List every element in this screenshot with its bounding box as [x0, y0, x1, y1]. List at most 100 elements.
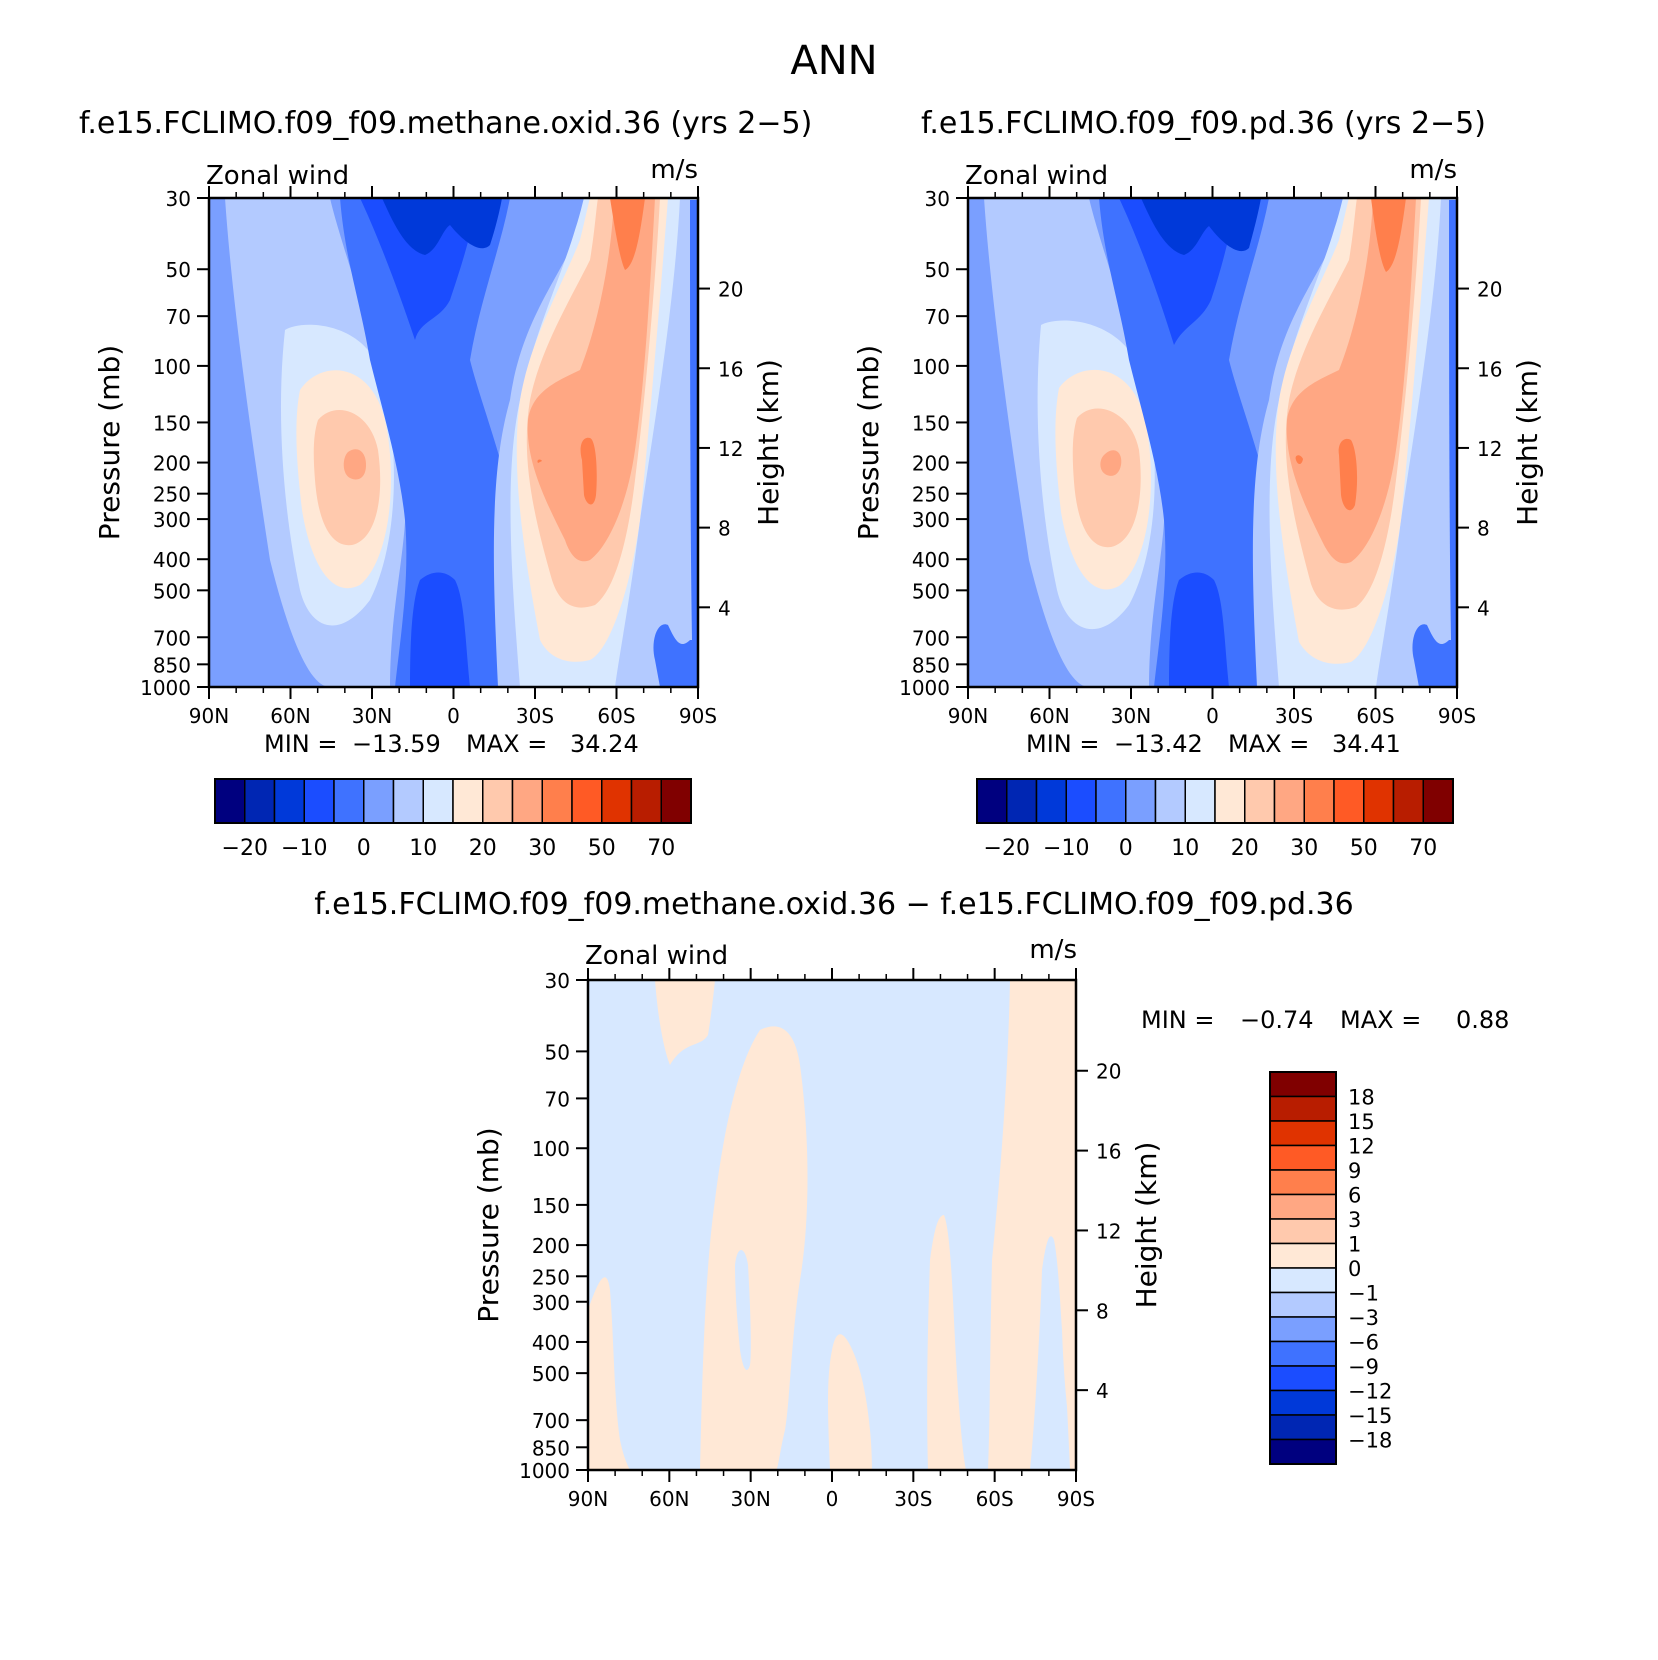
colorbar-label: −1	[1348, 1282, 1379, 1306]
colorbar-label: −6	[1348, 1331, 1379, 1355]
pressure-tick-label: 250	[532, 1265, 570, 1289]
panel-pd: f.e15.FCLIMO.f09_f09.pd.36 (yrs 2−5) Zon…	[852, 106, 1544, 728]
colorbar-swatch	[1269, 1242, 1337, 1269]
height-tick-label: 20	[718, 278, 743, 302]
contour-fill-b-sp-blue	[1412, 624, 1457, 687]
colorbar-swatch	[1333, 778, 1365, 824]
pressure-tick-label: 150	[532, 1194, 570, 1218]
colorbar-label: 6	[1348, 1184, 1361, 1208]
panel-methane-max-value: 34.24	[570, 730, 639, 758]
contour-fill-a-40-jet	[610, 198, 645, 270]
panel-methane-units: m/s	[650, 155, 698, 185]
lat-tick-label: 30N	[730, 1487, 770, 1511]
contour-fill-b-neg10-top	[1141, 198, 1261, 255]
lat-tick-label: 60S	[976, 1487, 1014, 1511]
contour-fill-c-pos-eq	[828, 1334, 872, 1470]
pressure-tick-label: 1000	[140, 676, 191, 700]
panel-diff-variable: Zonal wind	[585, 941, 728, 971]
colorbar-swatch	[1269, 1340, 1337, 1367]
colorbar-label: 0	[1348, 1257, 1361, 1281]
colorbar-swatch	[333, 778, 365, 824]
colorbar-swatch	[214, 778, 246, 824]
pressure-tick-label: 50	[925, 258, 950, 282]
lat-tick-label: 90N	[568, 1487, 608, 1511]
colorbar-label: −10	[281, 836, 327, 861]
contour-fill-c-pos-np	[588, 1277, 630, 1470]
panel-methane-max-label: MAX =	[466, 730, 547, 758]
colorbar-swatch	[1269, 1169, 1337, 1196]
colorbar-swatch	[482, 778, 514, 824]
colorbar-swatch	[1125, 778, 1157, 824]
height-tick-label: 8	[1477, 517, 1490, 541]
colorbar-swatch	[422, 778, 454, 824]
colorbar-swatch	[1269, 1389, 1337, 1416]
contour-fill-b-sp-edge	[1449, 200, 1457, 640]
pressure-tick-label: 150	[153, 411, 191, 435]
height-tick-label: 4	[718, 596, 731, 620]
height-tick-label: 8	[718, 517, 731, 541]
colorbar-frame	[976, 778, 1454, 824]
colorbar-frame	[214, 778, 692, 824]
height-tick-label: 12	[718, 437, 743, 461]
colorbar-pd: −20 −10 0 10 20 30 50 70	[976, 778, 1454, 861]
pressure-tick-label: 850	[532, 1436, 570, 1460]
colorbar-swatch	[1065, 778, 1097, 824]
panel-pd-min-value: −13.42	[1114, 730, 1203, 758]
panel-diff-contours	[588, 980, 1076, 1470]
contour-fill-b-neg5-top	[1119, 198, 1237, 345]
contour-fill-a-sp-edge	[690, 200, 698, 640]
pressure-tick-label: 100	[532, 1137, 570, 1161]
panel-pd-max-label: MAX =	[1228, 730, 1309, 758]
pressure-tick-label: 200	[532, 1234, 570, 1258]
height-axis-title: Height (km)	[752, 359, 785, 526]
colorbar-label: −20	[222, 836, 268, 861]
contour-fill-c-pos-a	[655, 980, 715, 1065]
contour-fill-b-40-dot	[1295, 455, 1303, 465]
contour-fill-a-30-nh	[343, 449, 366, 480]
pressure-tick-label: 500	[153, 579, 191, 603]
panel-methane-contours	[209, 198, 698, 687]
colorbar-label: −20	[984, 836, 1030, 861]
contour-fill-a-30-sh	[527, 198, 655, 562]
contour-fill-a-neg5-bottom	[410, 572, 470, 687]
colorbar-label: −12	[1348, 1380, 1392, 1404]
pressure-tick-label: 30	[925, 187, 950, 211]
colorbar-swatch	[1269, 1316, 1337, 1343]
pressure-tick-label: 500	[912, 579, 950, 603]
colorbar-swatch	[1269, 1267, 1337, 1294]
colorbar-label: 30	[528, 836, 556, 861]
pressure-tick-label: 70	[166, 305, 191, 329]
height-tick-label: 8	[1096, 1299, 1109, 1323]
colorbar-methane: −20 −10 0 10 20 30 50 70	[214, 778, 692, 861]
colorbar-swatch	[392, 778, 424, 824]
pressure-axis-title: Pressure (mb)	[472, 1127, 505, 1322]
colorbar-frame	[1269, 1071, 1337, 1465]
contour-fill-c-pos-mid	[700, 1026, 808, 1470]
pressure-tick-label: 70	[545, 1087, 570, 1111]
lat-tick-label: 0	[447, 704, 460, 728]
contour-fill-b-neg5-bottom	[1169, 572, 1229, 687]
colorbar-swatch	[1392, 778, 1424, 824]
lat-tick-label: 90N	[189, 704, 229, 728]
colorbar-swatch	[363, 778, 395, 824]
panel-methane-variable: Zonal wind	[206, 161, 349, 191]
lat-tick-label: 60N	[649, 1487, 689, 1511]
lat-tick-label: 90S	[679, 704, 717, 728]
panel-pd-min-label: MIN =	[1026, 730, 1099, 758]
panel-pd-max-value: 34.41	[1332, 730, 1401, 758]
contour-fill-a-40-dot	[537, 459, 542, 463]
lat-tick-label: 30N	[352, 704, 392, 728]
colorbar-swatch	[452, 778, 484, 824]
contour-fill-a-neg10-top	[382, 198, 502, 255]
colorbar-label: 70	[1409, 836, 1437, 861]
contour-fill-a-neg5-top	[360, 198, 478, 340]
pressure-tick-label: 1000	[899, 676, 950, 700]
colorbar-swatch	[1214, 778, 1246, 824]
colorbar-swatch	[1154, 778, 1186, 824]
colorbar-swatch	[1244, 778, 1276, 824]
colorbar-label: −10	[1043, 836, 1089, 861]
pressure-tick-label: 250	[153, 483, 191, 507]
pressure-tick-label: 400	[532, 1331, 570, 1355]
colorbar-swatch	[1303, 778, 1335, 824]
